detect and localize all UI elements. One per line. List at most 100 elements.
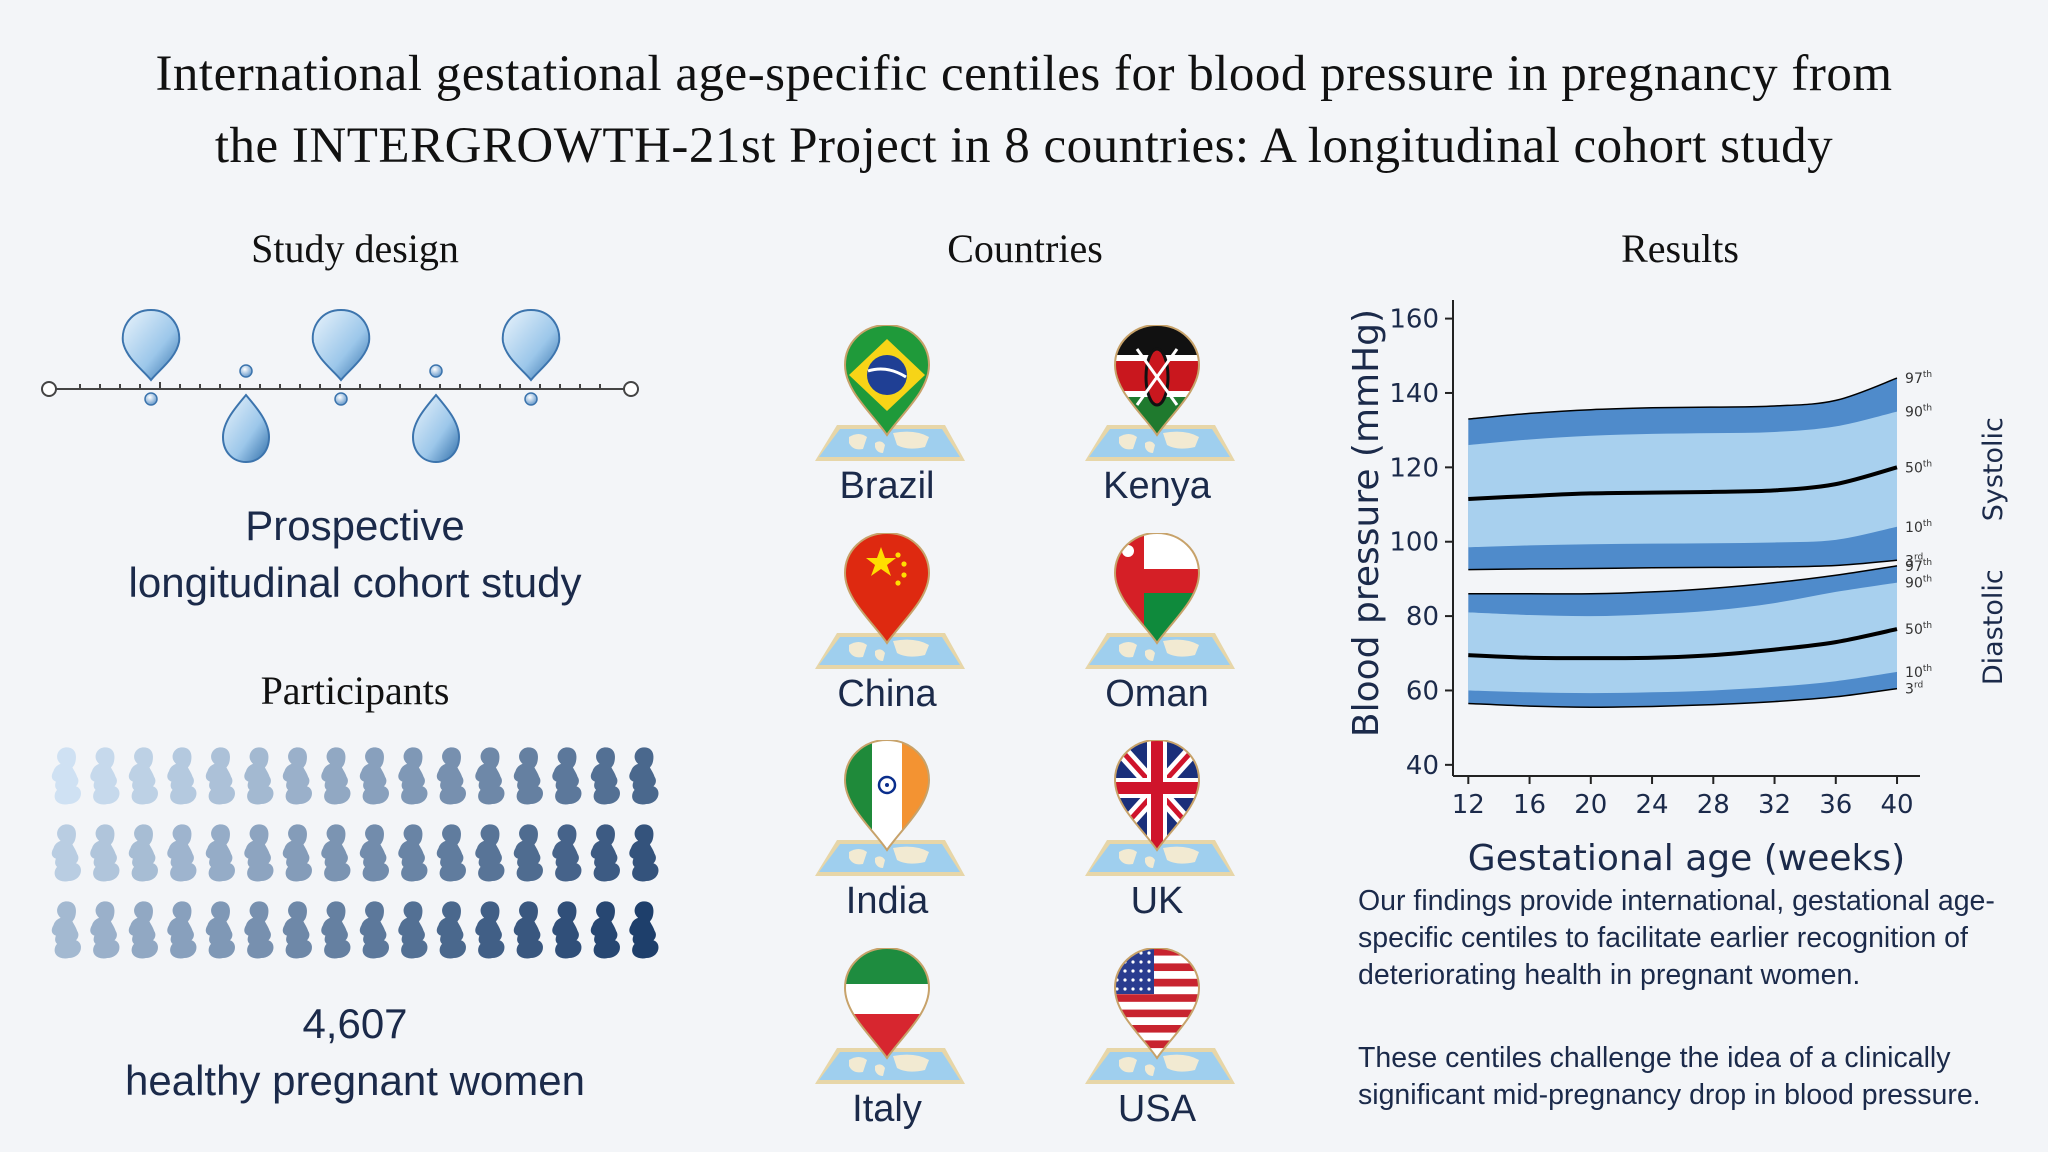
x-tick-label: 40 [1880, 790, 1913, 820]
systolic-centile-3-line [1468, 559, 1898, 571]
pregnant-woman-icon [629, 747, 659, 805]
pregnant-woman-icon [398, 824, 428, 882]
world-map-icon [1085, 1048, 1235, 1084]
systolic-centile-97-line [1468, 377, 1898, 420]
pregnant-woman-icon [629, 824, 659, 882]
pregnant-woman-icon [359, 901, 389, 959]
participants-heading: Participants [260, 668, 450, 713]
pregnant-woman-icon [282, 901, 312, 959]
timeline-diagram [41, 308, 639, 464]
diastolic-inner-band [1468, 582, 1897, 694]
y-tick-label: 80 [1406, 602, 1439, 632]
pregnant-woman-icon [167, 747, 197, 805]
world-map-icon [815, 1048, 965, 1084]
chart-axes [1452, 300, 1920, 777]
country-label: China [837, 673, 937, 715]
study-design-line-1: Prospective [245, 502, 465, 549]
systolic-group-label: Systolic [1978, 417, 2009, 521]
country-label: Kenya [1103, 465, 1211, 507]
pregnant-woman-icon [128, 824, 158, 882]
diastolic-centile-3-line [1468, 687, 1898, 708]
pregnant-woman-icon [321, 901, 351, 959]
country-label: Brazil [839, 465, 935, 507]
country-pin-india [797, 738, 977, 890]
country-pin-usa [1067, 946, 1247, 1098]
country-pin-uk [1067, 738, 1247, 890]
centile-label: 10th [1905, 519, 1932, 536]
pregnant-woman-icon [51, 747, 81, 805]
country-pin-brazil [797, 323, 977, 475]
oman-flag-icon [1085, 531, 1235, 669]
study-design-line-2: longitudinal cohort study [128, 559, 582, 606]
uk-flag-icon [1085, 738, 1235, 876]
pregnant-woman-icon [513, 824, 543, 882]
y-tick-label: 40 [1406, 751, 1439, 781]
pregnant-woman-icon [552, 747, 582, 805]
country-pin-china [797, 531, 977, 683]
x-tick-label: 24 [1636, 790, 1669, 820]
country-label: India [845, 880, 929, 922]
y-tick-label: 60 [1406, 676, 1439, 706]
world-map-icon [815, 425, 965, 461]
world-map-icon [1085, 633, 1235, 669]
pregnant-woman-icon [282, 747, 312, 805]
pregnant-woman-icon [436, 747, 466, 805]
country-pin-oman [1067, 531, 1247, 683]
pregnant-woman-icon [436, 901, 466, 959]
pregnant-woman-icon [244, 824, 274, 882]
y-tick-label: 160 [1389, 305, 1439, 335]
world-map-icon [1085, 425, 1235, 461]
pregnant-woman-icon [398, 747, 428, 805]
map-pin-icon [501, 308, 561, 406]
pregnant-woman-icon [513, 747, 543, 805]
pregnant-woman-icon [513, 901, 543, 959]
drop-icon [221, 364, 271, 464]
map-pin-icon [121, 308, 181, 406]
centile-label: 97th [1905, 558, 1932, 575]
kenya-flag-icon [1085, 323, 1235, 461]
y-tick-label: 120 [1389, 453, 1439, 483]
pregnant-woman-icon [398, 901, 428, 959]
pregnant-woman-icon [475, 901, 505, 959]
pregnant-woman-icon [128, 747, 158, 805]
pregnant-woman-icon [244, 901, 274, 959]
countries-heading: Countries [947, 226, 1103, 271]
centile-label: 10th [1905, 664, 1932, 681]
page-title: International gestational age-specific c… [0, 38, 2048, 182]
centile-label: 50th [1905, 621, 1932, 638]
centile-label: 90th [1905, 575, 1932, 592]
pregnant-woman-icon [359, 824, 389, 882]
pregnant-woman-icon [475, 824, 505, 882]
pregnant-woman-icon [436, 824, 466, 882]
results-heading: Results [1621, 226, 1739, 271]
participants-description: healthy pregnant women [125, 1057, 585, 1104]
study-design-description: Prospective longitudinal cohort study [60, 497, 650, 611]
x-tick-label: 20 [1574, 790, 1607, 820]
pregnant-woman-icon [475, 747, 505, 805]
title-line-2: the INTERGROWTH-21st Project in 8 countr… [214, 118, 1834, 174]
world-map-icon [815, 840, 965, 876]
pregnant-woman-icon [205, 901, 235, 959]
systolic-median-line [1468, 465, 1898, 501]
pregnant-woman-icon [90, 824, 120, 882]
centile-label: 97th [1905, 370, 1932, 387]
world-map-icon [815, 633, 965, 669]
diastolic-group-label: Diastolic [1978, 569, 2009, 685]
italy-flag-icon [815, 946, 965, 1084]
pregnant-woman-icon [321, 747, 351, 805]
pregnant-woman-icon [590, 747, 620, 805]
x-tick-label: 36 [1819, 790, 1852, 820]
pregnant-woman-icon [282, 824, 312, 882]
diastolic-median-line [1468, 627, 1898, 661]
participants-summary: 4,607 healthy pregnant women [60, 995, 650, 1109]
country-pin-kenya [1067, 323, 1247, 475]
x-tick-label: 28 [1697, 790, 1730, 820]
timeline-ticks [79, 382, 601, 389]
country-label: Italy [852, 1088, 922, 1130]
pregnant-woman-icon [590, 824, 620, 882]
country-pin-italy [797, 946, 977, 1098]
world-map-icon [1085, 840, 1235, 876]
pregnant-woman-icon [90, 747, 120, 805]
centile-label: 3rd [1905, 681, 1923, 698]
study-design-heading: Study design [251, 226, 459, 271]
